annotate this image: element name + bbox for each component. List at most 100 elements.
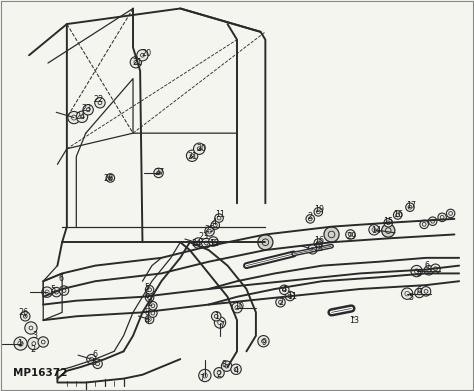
Text: 18: 18 [313, 244, 323, 253]
Text: 6: 6 [145, 291, 150, 300]
Text: 2: 2 [279, 298, 284, 307]
Circle shape [424, 265, 434, 275]
Text: 4: 4 [212, 218, 217, 227]
Text: 26: 26 [18, 308, 28, 317]
Text: 21: 21 [133, 58, 143, 67]
Text: 25: 25 [204, 225, 215, 234]
Text: 1: 1 [17, 339, 22, 348]
Text: 16: 16 [392, 210, 403, 219]
Text: 3: 3 [32, 331, 37, 340]
Text: 5: 5 [50, 285, 55, 294]
Circle shape [215, 214, 223, 222]
Circle shape [154, 168, 163, 178]
Circle shape [211, 221, 219, 230]
Circle shape [401, 288, 413, 300]
Circle shape [346, 230, 355, 239]
Circle shape [231, 364, 241, 375]
Text: 19: 19 [314, 204, 324, 213]
Circle shape [146, 315, 154, 324]
Circle shape [447, 209, 455, 218]
Circle shape [276, 298, 285, 307]
Circle shape [87, 354, 96, 364]
Circle shape [431, 264, 440, 273]
Circle shape [209, 237, 218, 246]
Circle shape [393, 211, 402, 219]
Circle shape [95, 98, 105, 108]
Text: 24: 24 [75, 112, 85, 121]
Circle shape [280, 285, 289, 294]
Circle shape [324, 227, 339, 242]
Text: 22: 22 [93, 95, 103, 104]
Circle shape [76, 111, 88, 122]
Circle shape [406, 203, 414, 212]
Circle shape [384, 219, 392, 227]
Text: 6: 6 [425, 261, 429, 270]
Text: 5: 5 [409, 293, 413, 302]
Text: 9: 9 [262, 338, 267, 347]
Circle shape [428, 217, 437, 226]
Circle shape [93, 359, 102, 369]
Text: 11: 11 [215, 210, 225, 219]
Text: 4: 4 [282, 285, 287, 294]
Text: 15: 15 [383, 217, 393, 226]
Circle shape [382, 224, 395, 237]
Circle shape [20, 312, 30, 321]
Circle shape [149, 301, 157, 310]
Circle shape [438, 213, 447, 222]
Text: 10: 10 [234, 301, 245, 311]
Text: 6: 6 [59, 274, 64, 283]
Circle shape [369, 224, 379, 235]
Circle shape [314, 239, 322, 247]
Circle shape [193, 238, 203, 248]
Text: 7: 7 [219, 321, 224, 330]
Text: 6: 6 [417, 287, 422, 296]
Text: 4: 4 [234, 366, 238, 375]
Circle shape [221, 361, 232, 371]
Text: 5: 5 [417, 269, 422, 278]
Circle shape [214, 368, 224, 378]
Text: 27: 27 [155, 168, 164, 177]
Circle shape [130, 57, 142, 68]
Circle shape [146, 293, 154, 302]
Circle shape [25, 322, 37, 334]
Text: 4: 4 [145, 316, 150, 325]
Text: 29: 29 [346, 231, 356, 240]
Text: 2: 2 [217, 370, 222, 379]
Circle shape [83, 104, 93, 115]
Circle shape [42, 287, 52, 297]
Circle shape [68, 111, 80, 124]
Circle shape [137, 50, 148, 61]
Text: 23: 23 [199, 231, 209, 240]
Circle shape [59, 286, 69, 295]
Circle shape [205, 227, 214, 236]
Circle shape [27, 337, 40, 350]
Text: 13: 13 [349, 316, 359, 325]
Text: 7: 7 [199, 374, 204, 383]
Text: 14: 14 [371, 226, 381, 235]
Text: 24: 24 [191, 239, 201, 248]
Circle shape [193, 143, 205, 154]
Circle shape [211, 312, 221, 321]
Circle shape [38, 337, 48, 347]
Text: 23: 23 [82, 104, 92, 113]
Circle shape [199, 369, 211, 382]
Text: 21: 21 [188, 152, 198, 161]
Text: 11: 11 [287, 292, 297, 301]
Circle shape [232, 303, 242, 313]
Circle shape [201, 238, 211, 248]
Circle shape [258, 235, 273, 250]
Circle shape [214, 317, 226, 328]
Circle shape [186, 150, 198, 161]
Text: 1: 1 [214, 312, 219, 321]
Text: 16: 16 [314, 236, 324, 245]
Text: 12: 12 [209, 239, 219, 248]
Text: 28: 28 [103, 174, 113, 183]
Circle shape [146, 285, 154, 294]
Circle shape [411, 265, 422, 277]
Circle shape [52, 287, 61, 297]
Circle shape [421, 287, 431, 296]
Text: 20: 20 [141, 49, 151, 58]
Text: 2: 2 [308, 212, 313, 221]
Circle shape [415, 288, 424, 298]
Circle shape [14, 337, 27, 350]
